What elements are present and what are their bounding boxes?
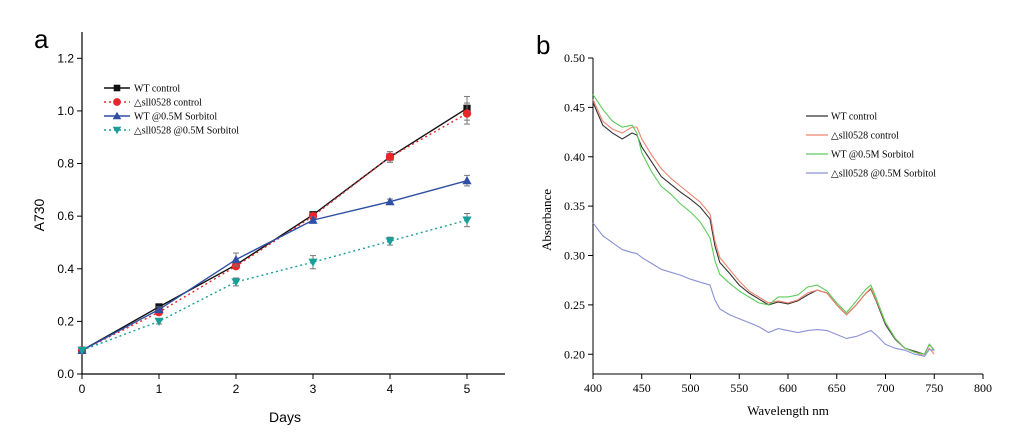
y-tick-label: 0.50 [564,51,585,65]
y-tick-label: 0.40 [564,150,585,164]
panel-b-legend: WT control △sll0528 control WT @0.5M Sorbi… [806,112,936,180]
x-tick-label: 600 [779,381,797,395]
data-point [462,216,472,225]
panel-a-y-label: A730 [31,198,47,231]
spectrum-line [592,94,935,355]
x-tick-label: 2 [233,382,240,396]
series-line [81,107,468,351]
legend-marker [112,111,122,120]
data-point [308,258,318,267]
series-line [81,219,468,351]
x-tick-label: 650 [828,381,846,395]
panel-b-ticks: 400 450 500 550 600 650 700 750 800 0.20 0.25 0.30 0… [564,51,992,395]
x-tick-label: 700 [877,381,895,395]
x-tick-label: 400 [584,381,602,395]
panel-a-x-label: Days [269,409,301,425]
y-tick-label: 0.30 [564,249,585,263]
data-point [231,254,241,264]
data-point [385,197,395,206]
data-point [308,215,318,224]
data-point [154,317,164,326]
y-tick-label: 0.6 [57,209,74,223]
series-line [81,112,468,351]
x-tick-label: 0 [79,382,86,396]
legend-entry: △sll0528 @0.5M Sorbitol [134,126,239,137]
legend-entry: WT @0.5M Sorbitol [134,112,217,123]
x-tick-label: 5 [464,382,471,396]
spectrum-line [592,102,935,355]
y-tick-label: 1.0 [57,104,74,118]
y-tick-label: 0.25 [564,298,585,312]
y-tick-label: 0.2 [57,314,74,328]
panel-b-y-label: Absorbance [539,189,554,251]
x-tick-label: 750 [925,381,943,395]
data-point [462,109,472,118]
legend-entry: △sll0528 control [134,98,202,109]
legend-marker [113,84,121,92]
data-point [385,152,395,162]
x-tick-label: 500 [682,381,700,395]
panel-a: a 0 1 2 3 4 50.00.20.40.60.81.01.2 Days A730 … [31,24,505,425]
legend-entry: WT @0.5M Sorbitol [831,150,914,161]
panel-a-plot-area [77,95,472,355]
y-tick-label: 0.4 [57,262,74,276]
x-tick-label: 4 [387,382,394,396]
panel-a-legend: WT control △sll0528 control WT @0.5M Sorbi… [104,84,239,137]
legend-entry: △sll0528 @0.5M Sorbitol [831,169,936,180]
legend-entry: WT control [831,112,877,123]
data-point [154,304,164,314]
y-tick-label: 0.45 [564,100,585,114]
x-tick-label: 3 [310,382,317,396]
data-point [462,176,472,185]
legend-entry: WT control [134,84,180,95]
y-tick-label: 0.8 [57,157,74,171]
panel-b: b 400 450 500 550 600 650 700 750 800 0.20 0.25 0.3… [536,30,992,418]
x-tick-label: 800 [974,381,992,395]
y-tick-label: 0.0 [57,367,74,381]
x-tick-label: 450 [633,381,651,395]
x-tick-label: 1 [156,382,163,396]
y-tick-label: 1.2 [57,51,74,65]
legend-marker [112,126,122,135]
spectrum-line [592,222,935,357]
data-point [77,346,87,355]
panel-b-x-label: Wavelength nm [747,403,829,418]
legend-entry: △sll0528 control [831,131,899,142]
y-tick-label: 0.35 [564,199,585,213]
panel-b-label: b [536,30,550,60]
series-line [81,179,468,351]
x-tick-label: 550 [730,381,748,395]
data-point [231,278,241,287]
panel-a-ticks: 0 1 2 3 4 5 0.0 0.2 0.4 0.6 0.8 1.0 1.2 [57,51,470,396]
legend-marker [113,98,121,106]
panel-b-plot-area [592,94,935,357]
y-tick-label: 0.20 [564,347,585,361]
panel-a-label: a [34,24,49,54]
data-point [385,237,395,246]
